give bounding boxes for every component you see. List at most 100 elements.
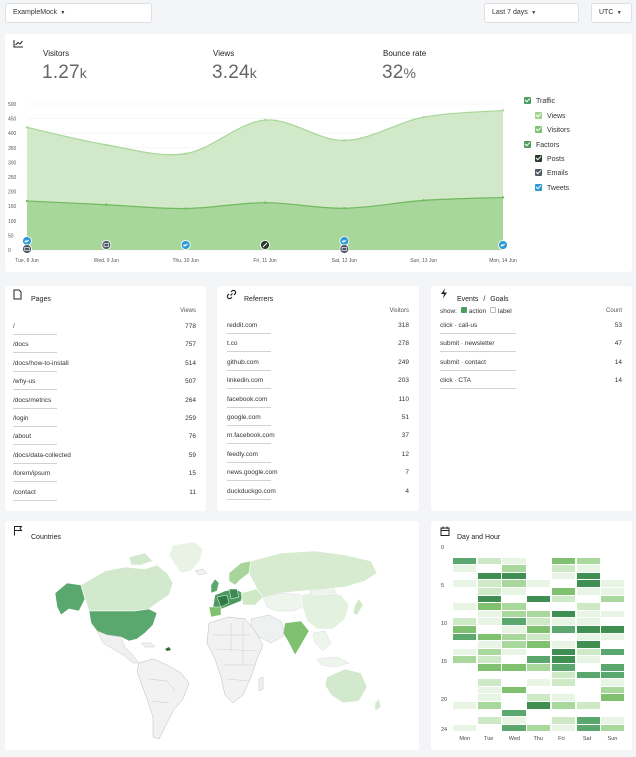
heatmap-cell[interactable] <box>527 664 551 671</box>
country-se-asia[interactable] <box>312 630 332 652</box>
heatmap-cell[interactable] <box>453 633 477 641</box>
heatmap-cell[interactable] <box>527 565 551 572</box>
heatmap-cell[interactable] <box>477 618 501 625</box>
country-france[interactable] <box>216 594 230 608</box>
heatmap-cell[interactable] <box>576 709 600 717</box>
heatmap-cell[interactable] <box>551 671 575 679</box>
heatmap-cell[interactable] <box>477 588 501 595</box>
heatmap-cell[interactable] <box>601 572 625 580</box>
heatmap-cell[interactable] <box>576 633 600 641</box>
heatmap-cell[interactable] <box>576 610 600 618</box>
heatmap-cell[interactable] <box>453 626 477 633</box>
country-mongolia[interactable] <box>308 586 338 598</box>
list-item-key[interactable]: click · CTA <box>440 377 516 390</box>
list-item[interactable]: /docs/data-collected 59 <box>13 451 196 465</box>
list-item[interactable]: m.facebook.com 37 <box>227 431 409 445</box>
heatmap-cell[interactable] <box>601 588 625 595</box>
heatmap-cell[interactable] <box>527 648 551 656</box>
heatmap-cell[interactable] <box>576 572 600 580</box>
heatmap-cell[interactable] <box>551 709 575 717</box>
heatmap-cell[interactable] <box>477 550 501 557</box>
list-item-key[interactable]: github.com <box>227 358 271 371</box>
country-canada[interactable] <box>80 564 174 612</box>
label-checkbox[interactable] <box>489 307 496 314</box>
heatmap-cell[interactable] <box>576 679 600 686</box>
heatmap-cell[interactable] <box>601 694 625 701</box>
heatmap-cell[interactable] <box>477 610 501 618</box>
heatmap-cell[interactable] <box>527 641 551 648</box>
heatmap-cell[interactable] <box>601 610 625 618</box>
heatmap-cell[interactable] <box>601 633 625 641</box>
heatmap-cell[interactable] <box>527 671 551 679</box>
heatmap-cell[interactable] <box>477 580 501 587</box>
list-item[interactable]: duckduckgo.com 4 <box>227 487 409 501</box>
country-scandinavia[interactable] <box>228 560 252 586</box>
action-checkbox[interactable] <box>460 307 467 314</box>
heatmap-cell[interactable] <box>502 694 526 701</box>
list-item-key[interactable]: reddit.com <box>227 322 272 334</box>
site-selector[interactable]: ExampleMock ▼ <box>5 3 152 23</box>
heatmap-cell[interactable] <box>502 557 526 565</box>
heatmap-cell[interactable] <box>477 572 501 580</box>
heatmap-cell[interactable] <box>576 656 600 663</box>
list-item-key[interactable]: click · call-us <box>440 322 517 334</box>
country-africa[interactable] <box>206 616 264 704</box>
heatmap-cell[interactable] <box>453 648 477 656</box>
heatmap-cell[interactable] <box>477 595 501 603</box>
legend-visitors[interactable]: Visitors <box>535 125 570 136</box>
heatmap-cell[interactable] <box>453 671 477 679</box>
heatmap-cell[interactable] <box>601 550 625 557</box>
list-item-key[interactable]: /docs/metrics <box>13 396 58 409</box>
list-item[interactable]: /docs 757 <box>13 340 196 354</box>
heatmap-cell[interactable] <box>527 626 551 633</box>
heatmap-cell[interactable] <box>527 580 551 587</box>
heatmap-cell[interactable] <box>502 717 526 724</box>
heatmap-cell[interactable] <box>576 588 600 595</box>
heatmap-cell[interactable] <box>453 572 477 580</box>
heatmap-cell[interactable] <box>551 626 575 633</box>
heatmap-cell[interactable] <box>576 626 600 633</box>
heatmap-cell[interactable] <box>527 610 551 618</box>
country-central-asia[interactable] <box>262 592 308 612</box>
heatmap-cell[interactable] <box>527 686 551 694</box>
heatmap-cell[interactable] <box>601 702 625 709</box>
heatmap-cell[interactable] <box>551 580 575 587</box>
list-item[interactable]: / 778 <box>13 322 196 336</box>
heatmap-cell[interactable] <box>601 717 625 724</box>
heatmap-cell[interactable] <box>551 717 575 724</box>
heatmap-cell[interactable] <box>502 641 526 648</box>
heatmap-cell[interactable] <box>601 626 625 633</box>
legend-tweets[interactable]: Tweets <box>535 183 569 194</box>
heatmap-cell[interactable] <box>502 724 526 732</box>
list-item-key[interactable]: feedly.com <box>227 450 271 463</box>
heatmap-cell[interactable] <box>551 724 575 732</box>
date-range-selector[interactable]: Last 7 days ▼ <box>484 3 579 23</box>
events-tab[interactable]: Events <box>457 296 479 303</box>
country-australia[interactable] <box>324 668 368 704</box>
heatmap-cell[interactable] <box>551 686 575 694</box>
heatmap-cell[interactable] <box>477 664 501 671</box>
heatmap-cell[interactable] <box>576 717 600 724</box>
heatmap-cell[interactable] <box>551 633 575 641</box>
country-japan[interactable] <box>352 598 364 616</box>
heatmap-cell[interactable] <box>477 671 501 679</box>
legend-posts[interactable]: Posts <box>535 154 565 165</box>
heatmap-cell[interactable] <box>601 641 625 648</box>
heatmap-cell[interactable] <box>601 671 625 679</box>
heatmap-cell[interactable] <box>477 724 501 732</box>
legend-traffic[interactable]: Traffic <box>524 96 555 107</box>
heatmap-cell[interactable] <box>527 702 551 709</box>
heatmap-cell[interactable] <box>576 664 600 671</box>
list-item[interactable]: feedly.com 12 <box>227 450 409 464</box>
heatmap-cell[interactable] <box>453 656 477 663</box>
heatmap-cell[interactable] <box>502 550 526 557</box>
list-item[interactable]: news.google.com 7 <box>227 468 409 482</box>
heatmap-cell[interactable] <box>502 686 526 694</box>
heatmap-cell[interactable] <box>527 557 551 565</box>
heatmap-cell[interactable] <box>502 588 526 595</box>
list-item[interactable]: submit · newsletter 47 <box>440 339 622 353</box>
heatmap-cell[interactable] <box>551 557 575 565</box>
heatmap-cell[interactable] <box>502 664 526 671</box>
heatmap-cell[interactable] <box>453 603 477 610</box>
heatmap-cell[interactable] <box>453 588 477 595</box>
